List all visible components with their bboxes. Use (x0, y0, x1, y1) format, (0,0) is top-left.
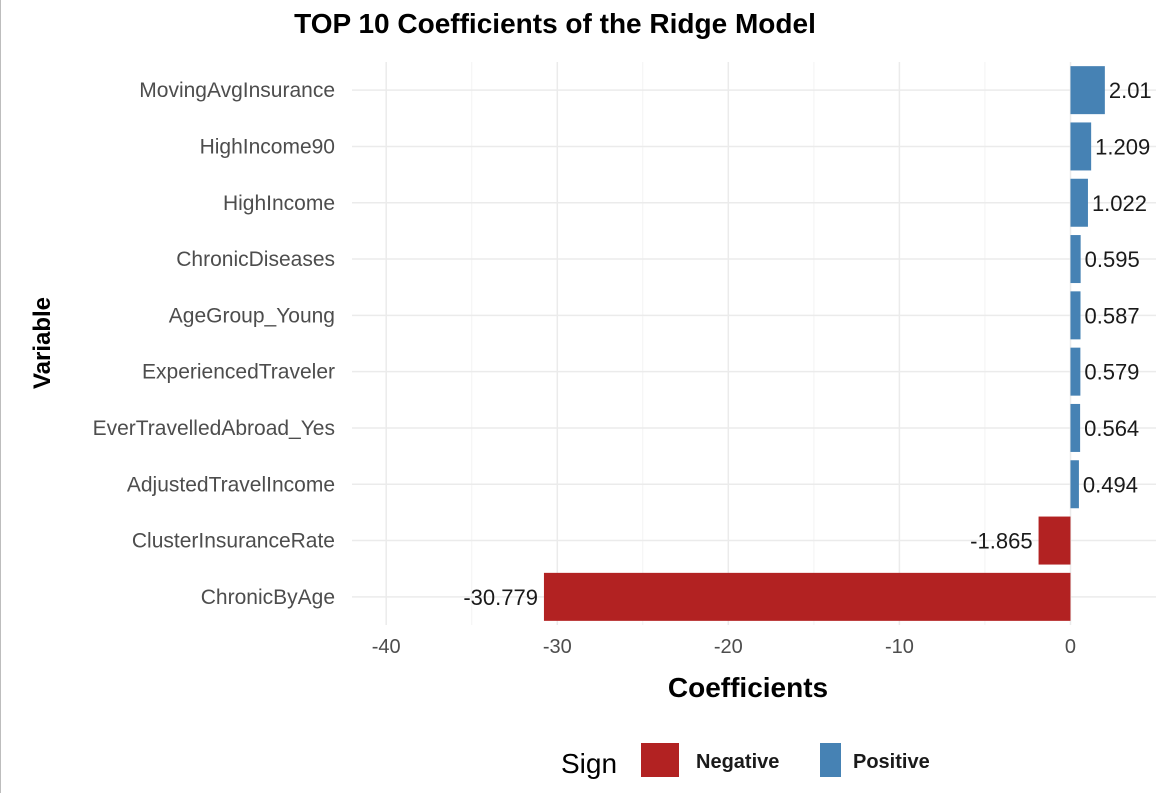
legend-swatch-positive (820, 743, 841, 777)
legend-label-negative: Negative (696, 751, 779, 773)
category-label: AdjustedTravelIncome (127, 473, 335, 496)
category-label: AgeGroup_Young (169, 304, 335, 327)
data-label: 0.564 (1084, 416, 1139, 441)
data-labels: 2.01 1.209 1.022 0.595 0.587 0.579 0.564 0.494 -… (463, 78, 1151, 610)
bar-clusterinsurancerate (1038, 516, 1071, 565)
bar-evertravelledabroad-yes (1070, 403, 1081, 452)
data-label: -1.865 (970, 529, 1032, 554)
category-label: ChronicDiseases (176, 248, 335, 271)
data-label: 0.595 (1085, 247, 1140, 272)
x-tick-label: -40 (372, 636, 401, 658)
x-tick-label: -20 (714, 636, 743, 658)
category-label: ClusterInsuranceRate (132, 530, 335, 553)
category-label: EverTravelledAbroad_Yes (93, 417, 335, 440)
data-label: 0.579 (1084, 360, 1139, 385)
legend: Sign Negative Positive (561, 743, 930, 779)
data-label: -30.779 (463, 585, 538, 610)
legend-title: Sign (561, 748, 617, 779)
bar-adjustedtravelincome (1070, 460, 1079, 509)
x-tick-label: 0 (1065, 636, 1076, 658)
bar-agegroup-young (1070, 291, 1081, 340)
bars (543, 66, 1105, 621)
bar-experiencedtraveler (1070, 347, 1081, 396)
data-label: 1.022 (1092, 191, 1147, 216)
legend-swatch-negative (641, 743, 679, 777)
chart-title: TOP 10 Coefficients of the Ridge Model (294, 8, 816, 39)
x-axis-label: Coefficients (668, 672, 828, 703)
gridlines (352, 62, 1156, 625)
category-label: ExperiencedTraveler (142, 361, 335, 384)
y-axis-label: Variable (29, 297, 56, 389)
data-label: 0.494 (1083, 472, 1138, 497)
x-tick-label: -10 (885, 636, 914, 658)
bar-highincome90 (1070, 122, 1092, 171)
bar-chronicdiseases (1070, 235, 1081, 284)
bar-chronicbyage (543, 572, 1071, 621)
bar-movingavginsurance (1070, 66, 1105, 115)
data-label: 0.587 (1085, 303, 1140, 328)
x-tick-labels: -40 -30 -20 -10 0 (372, 636, 1076, 658)
data-label: 2.01 (1109, 78, 1152, 103)
category-label: HighIncome90 (200, 135, 335, 158)
data-label: 1.209 (1095, 134, 1150, 159)
category-label: MovingAvgInsurance (139, 79, 335, 102)
category-label: HighIncome (223, 192, 335, 215)
legend-label-positive: Positive (853, 751, 930, 773)
category-label: ChronicByAge (201, 586, 335, 609)
bar-highincome (1070, 178, 1088, 227)
x-tick-label: -30 (543, 636, 572, 658)
category-labels: MovingAvgInsurance HighIncome90 HighIncome… (93, 79, 335, 609)
